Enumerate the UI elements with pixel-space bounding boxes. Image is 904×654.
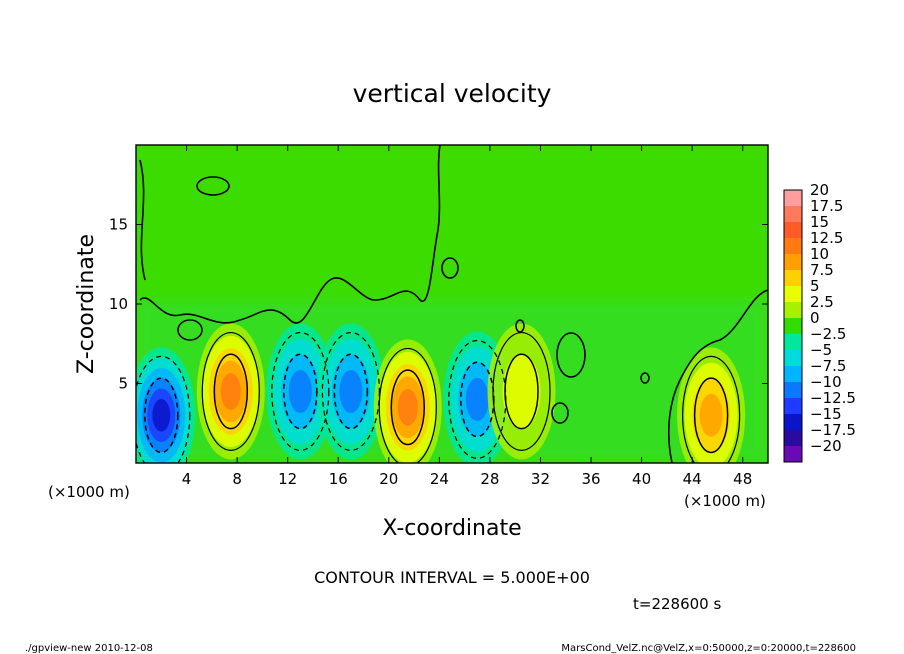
y-tick-label: 10 <box>109 295 128 313</box>
colorbar-swatch <box>784 270 802 287</box>
x-tick-label: 48 <box>733 470 752 488</box>
x-tick-label: 44 <box>683 470 702 488</box>
cell-contour <box>390 369 426 446</box>
cell-contour <box>682 355 741 463</box>
contour-blob <box>515 319 525 333</box>
y-unit-label: (×1000 m) <box>48 483 130 501</box>
colorbar-swatch <box>784 334 802 351</box>
colorbar-label: −7.5 <box>810 357 846 375</box>
cell-contour <box>144 377 179 454</box>
velocity-cell <box>397 388 418 426</box>
colorbar-swatch <box>784 398 802 415</box>
cell-contour <box>321 331 380 451</box>
colorbar-label: −12.5 <box>810 389 856 407</box>
x-tick-label: 40 <box>632 470 651 488</box>
velocity-cell <box>220 373 241 410</box>
colorbar-label: 7.5 <box>810 261 834 279</box>
cell-contour <box>492 331 551 451</box>
velocity-cell <box>699 393 723 437</box>
colorbar-swatch <box>784 302 802 319</box>
x-tick-label: 24 <box>430 470 449 488</box>
colorbar-swatch <box>784 206 802 223</box>
colorbar-swatch <box>784 382 802 399</box>
x-tick-label: 16 <box>329 470 348 488</box>
zero-contour-main <box>139 145 441 324</box>
cell-contour <box>201 331 260 451</box>
colorbar-label: −17.5 <box>810 421 856 439</box>
y-tick-label: 5 <box>118 375 128 393</box>
colorbar-label: 5 <box>810 277 820 295</box>
cell-contour <box>213 353 249 430</box>
zero-contour-right <box>667 289 768 463</box>
x-tick-label: 12 <box>278 470 297 488</box>
colorbar-label: 10 <box>810 245 829 263</box>
x-axis: 4 8 12 16 20 24 28 32 36 40 44 48 <box>182 145 752 488</box>
colorbar-label: −2.5 <box>810 325 846 343</box>
colorbar-swatch <box>784 318 802 335</box>
colorbar-swatch <box>784 222 802 239</box>
colorbar-swatch <box>784 254 802 271</box>
contour-blob <box>551 402 569 424</box>
colorbar-label: 12.5 <box>810 229 843 247</box>
x-tick-label: 32 <box>531 470 550 488</box>
colorbar-label: −15 <box>810 405 842 423</box>
cell-contour <box>271 331 330 451</box>
velocity-cell <box>152 399 171 432</box>
colorbar-swatch <box>784 414 802 431</box>
colorbar-swatch <box>784 286 802 303</box>
velocity-cell <box>502 354 541 429</box>
cell-contour <box>283 353 318 430</box>
x-tick-label: 36 <box>581 470 600 488</box>
x-tick-label: 8 <box>232 470 242 488</box>
colorbar-swatch <box>784 446 802 463</box>
cell-contour <box>504 353 539 430</box>
velocity-cell <box>339 369 363 413</box>
plot-area <box>136 145 768 463</box>
colorbar-label: 20 <box>810 181 829 199</box>
footer-right: MarsCond_VelZ.nc@VelZ,x=0:50000,z=0:2000… <box>561 643 856 654</box>
contour-interval: CONTOUR INTERVAL = 5.000E+00 <box>314 568 590 587</box>
velocity-cell <box>465 377 489 421</box>
cell-contour <box>136 355 191 463</box>
colorbar-label: −5 <box>810 341 832 359</box>
colorbar-label: −10 <box>810 373 842 391</box>
colorbar-label: 2.5 <box>810 293 834 311</box>
contour-blob <box>441 257 459 279</box>
contour-blob <box>177 319 203 341</box>
y-axis-label: Z-coordinate <box>74 234 99 374</box>
x-unit-label: (×1000 m) <box>684 492 766 510</box>
contour-blob <box>196 176 230 196</box>
colorbar-label: −20 <box>810 437 842 455</box>
colorbar-label: 17.5 <box>810 197 843 215</box>
colorbar-label: 0 <box>810 309 820 327</box>
x-tick-label: 4 <box>182 470 192 488</box>
cell-contour <box>378 347 437 463</box>
colorbar-swatch <box>784 190 802 207</box>
cell-contour <box>333 353 369 430</box>
colorbar-swatch <box>784 366 802 383</box>
colorbar-swatch <box>784 430 802 447</box>
x-tick-label: 20 <box>379 470 398 488</box>
y-axis: 5 10 15 <box>109 216 768 393</box>
velocity-cell <box>288 369 312 413</box>
velocity-cells <box>136 323 746 463</box>
colorbar: 2017.51512.5107.552.50−2.5−5−7.5−10−12.5… <box>783 181 856 463</box>
chart-title: vertical velocity <box>353 79 552 108</box>
contour-blob <box>640 372 650 384</box>
contour-lines <box>136 145 768 463</box>
colorbar-label: 15 <box>810 213 829 231</box>
cell-contour <box>693 377 729 454</box>
footer-left: ./gpview-new 2010-12-08 <box>25 643 153 654</box>
y-tick-label: 15 <box>109 216 128 234</box>
time-label: t=228600 s <box>633 595 721 613</box>
colorbar-swatch <box>784 238 802 255</box>
x-tick-label: 28 <box>480 470 499 488</box>
zero-contour-left-edge <box>139 159 146 281</box>
colorbar-swatch <box>784 350 802 367</box>
colorbar-frame <box>783 189 803 463</box>
x-axis-label: X-coordinate <box>382 516 521 541</box>
contour-blob <box>556 332 586 378</box>
